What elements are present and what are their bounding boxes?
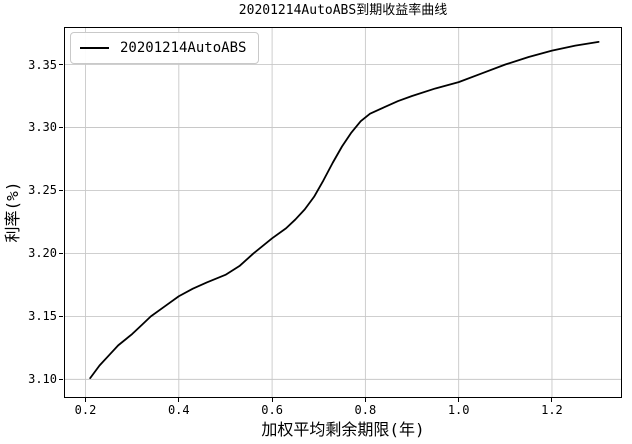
y-tick-label: 3.30 (28, 120, 57, 135)
x-tick-mark (551, 398, 553, 402)
y-tick-mark (59, 64, 63, 66)
legend-label: 20201214AutoABS (120, 40, 247, 56)
x-tick-mark (178, 398, 180, 402)
chart-title: 20201214AutoABS到期收益率曲线 (238, 3, 448, 18)
curve-svg (65, 28, 621, 397)
legend[interactable]: 20201214AutoABS (70, 32, 260, 64)
x-tick-label: 1.2 (541, 403, 563, 417)
x-axis-label: 加权平均剩余期限(年) (261, 420, 425, 439)
x-tick-mark (271, 398, 273, 402)
x-tick-label: 0.8 (354, 403, 377, 417)
x-tick-mark (458, 398, 460, 402)
y-tick-mark (59, 189, 63, 191)
y-tick-label: 3.35 (28, 57, 57, 72)
y-tick-label: 3.25 (28, 183, 57, 198)
y-tick-label: 3.15 (28, 309, 57, 324)
yield-curve-line (89, 40, 600, 380)
y-tick-mark (59, 315, 63, 317)
x-tick-label: 0.4 (167, 403, 190, 417)
x-tick-label: 0.2 (74, 403, 97, 417)
y-tick-mark (59, 126, 63, 128)
legend-line-sample (80, 47, 109, 49)
y-tick-mark (59, 252, 63, 254)
x-tick-label: 0.6 (261, 403, 283, 417)
plot-area: 20201214AutoABS (64, 27, 622, 398)
y-tick-label: 3.10 (28, 372, 57, 387)
x-tick-label: 1.0 (447, 403, 470, 417)
y-tick-mark (59, 378, 63, 380)
x-tick-mark (364, 398, 366, 402)
x-tick-mark (85, 398, 87, 402)
y-tick-label: 3.20 (28, 246, 57, 261)
